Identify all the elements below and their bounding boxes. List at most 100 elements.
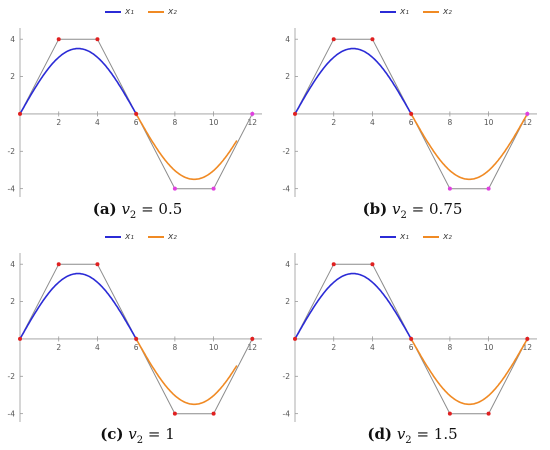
chart-legend: x₁ x₂	[105, 232, 177, 242]
y-tick-label: -4	[8, 184, 16, 193]
x-tick-label: 10	[209, 118, 219, 127]
chart-svg: 2 4 6 8 10 12 -4 -2 2 4	[283, 28, 537, 197]
chart-panel-b: 2 4 6 8 10 12 -4 -2 2 4 x₁ x₂ (b) v2 = 0.75	[275, 0, 550, 225]
y-tick-label: 2	[10, 72, 15, 81]
control-point	[409, 336, 414, 341]
y-tick-label: -2	[283, 372, 291, 381]
control-point	[134, 111, 139, 116]
y-tick-label: 2	[10, 297, 15, 306]
x-tick-label: 2	[56, 118, 61, 127]
legend-swatch	[422, 236, 439, 238]
x-tick-label: 12	[248, 343, 258, 352]
legend-item: x₂	[147, 232, 177, 242]
caption-subscript: 2	[136, 435, 144, 446]
series-x1-line	[19, 47, 137, 115]
control-point	[293, 336, 297, 341]
caption-subscript: 2	[405, 435, 412, 446]
control-point	[370, 37, 375, 42]
control-point	[211, 411, 216, 416]
legend-swatch	[147, 236, 164, 238]
control-point	[370, 262, 375, 267]
x-tick-label: 2	[56, 343, 61, 352]
series-x2-line	[410, 338, 529, 406]
y-tick-label: 4	[285, 35, 290, 44]
caption-value: = 1	[143, 425, 175, 443]
control-point	[293, 111, 297, 116]
y-tick-label: -2	[8, 372, 16, 381]
legend-item: x₂	[422, 232, 452, 242]
subfigure-caption: (c) v2 = 1	[0, 425, 275, 446]
x-tick-label: 12	[523, 343, 533, 352]
series-x2-line	[135, 338, 238, 406]
legend-swatch	[422, 11, 439, 13]
control-point	[250, 336, 255, 341]
chart-legend: x₁ x₂	[380, 232, 452, 242]
x-tick-label: 6	[409, 343, 414, 352]
chart-legend: x₁ x₂	[380, 7, 452, 17]
subfigure-caption: (d) v2 = 1.5	[275, 425, 550, 446]
control-point	[447, 186, 452, 191]
control-point	[486, 186, 491, 191]
control-point	[95, 262, 100, 267]
caption-value: = 0.5	[136, 200, 183, 218]
subfigure-caption: (a) v2 = 0.5	[0, 200, 275, 221]
caption-subscript: 2	[400, 210, 407, 221]
x-tick-label: 10	[484, 343, 494, 352]
series-x2-line	[410, 113, 529, 181]
control-point	[95, 37, 100, 42]
caption-variable: v	[396, 425, 406, 443]
caption-subscript: 2	[129, 210, 137, 221]
x-tick-label: 8	[172, 343, 177, 352]
legend-item: x₂	[422, 7, 452, 17]
x-tick-label: 4	[370, 118, 375, 127]
control-point	[331, 37, 336, 42]
caption-tag: (d)	[367, 425, 393, 443]
y-tick-label: 4	[10, 35, 15, 44]
y-tick-label: 2	[285, 297, 290, 306]
legend-swatch	[380, 236, 396, 238]
chart-panel-d: 2 4 6 8 10 12 -4 -2 2 4 x₁ x₂ (d) v2 = 1.5	[275, 225, 550, 450]
legend-item: x₁	[380, 232, 409, 242]
series-x1-line	[19, 272, 137, 340]
caption-variable: v	[121, 200, 130, 218]
caption-tag: (b)	[362, 200, 388, 218]
control-point	[447, 411, 452, 416]
control-point	[18, 111, 22, 116]
legend-swatch	[380, 11, 396, 13]
legend-label: x₁	[400, 7, 409, 17]
legend-label: x₁	[125, 232, 134, 242]
caption-value: = 0.75	[406, 200, 463, 218]
caption-value: = 1.5	[411, 425, 458, 443]
x-tick-label: 12	[248, 118, 258, 127]
x-tick-label: 8	[447, 343, 452, 352]
y-tick-label: -2	[283, 147, 291, 156]
legend-label: x₂	[167, 232, 177, 242]
x-tick-label: 2	[331, 343, 336, 352]
y-tick-label: -4	[283, 184, 291, 193]
control-point	[486, 411, 491, 416]
x-tick-label: 4	[95, 343, 100, 352]
control-point	[172, 186, 177, 191]
control-point	[56, 37, 61, 42]
subfigure-caption: (b) v2 = 0.75	[275, 200, 550, 221]
legend-item: x₁	[105, 232, 134, 242]
x-tick-label: 6	[134, 118, 139, 127]
caption-tag: (c)	[100, 425, 124, 443]
y-tick-label: 4	[10, 260, 15, 269]
chart-svg: 2 4 6 8 10 12 -4 -2 2 4	[8, 28, 262, 197]
x-tick-label: 10	[209, 343, 219, 352]
control-point	[134, 336, 139, 341]
series-x1-line	[294, 47, 412, 115]
caption-tag: (a)	[92, 200, 117, 218]
control-point	[525, 111, 530, 116]
y-tick-label: -4	[283, 409, 291, 418]
chart-svg: 2 4 6 8 10 12 -4 -2 2 4	[8, 253, 262, 422]
control-point	[211, 186, 216, 191]
control-point	[250, 111, 255, 116]
x-tick-label: 2	[331, 118, 336, 127]
caption-variable: v	[392, 200, 401, 218]
legend-label: x₁	[400, 232, 409, 242]
legend-item: x₂	[147, 7, 177, 17]
legend-item: x₁	[380, 7, 409, 17]
y-tick-label: 2	[285, 72, 290, 81]
